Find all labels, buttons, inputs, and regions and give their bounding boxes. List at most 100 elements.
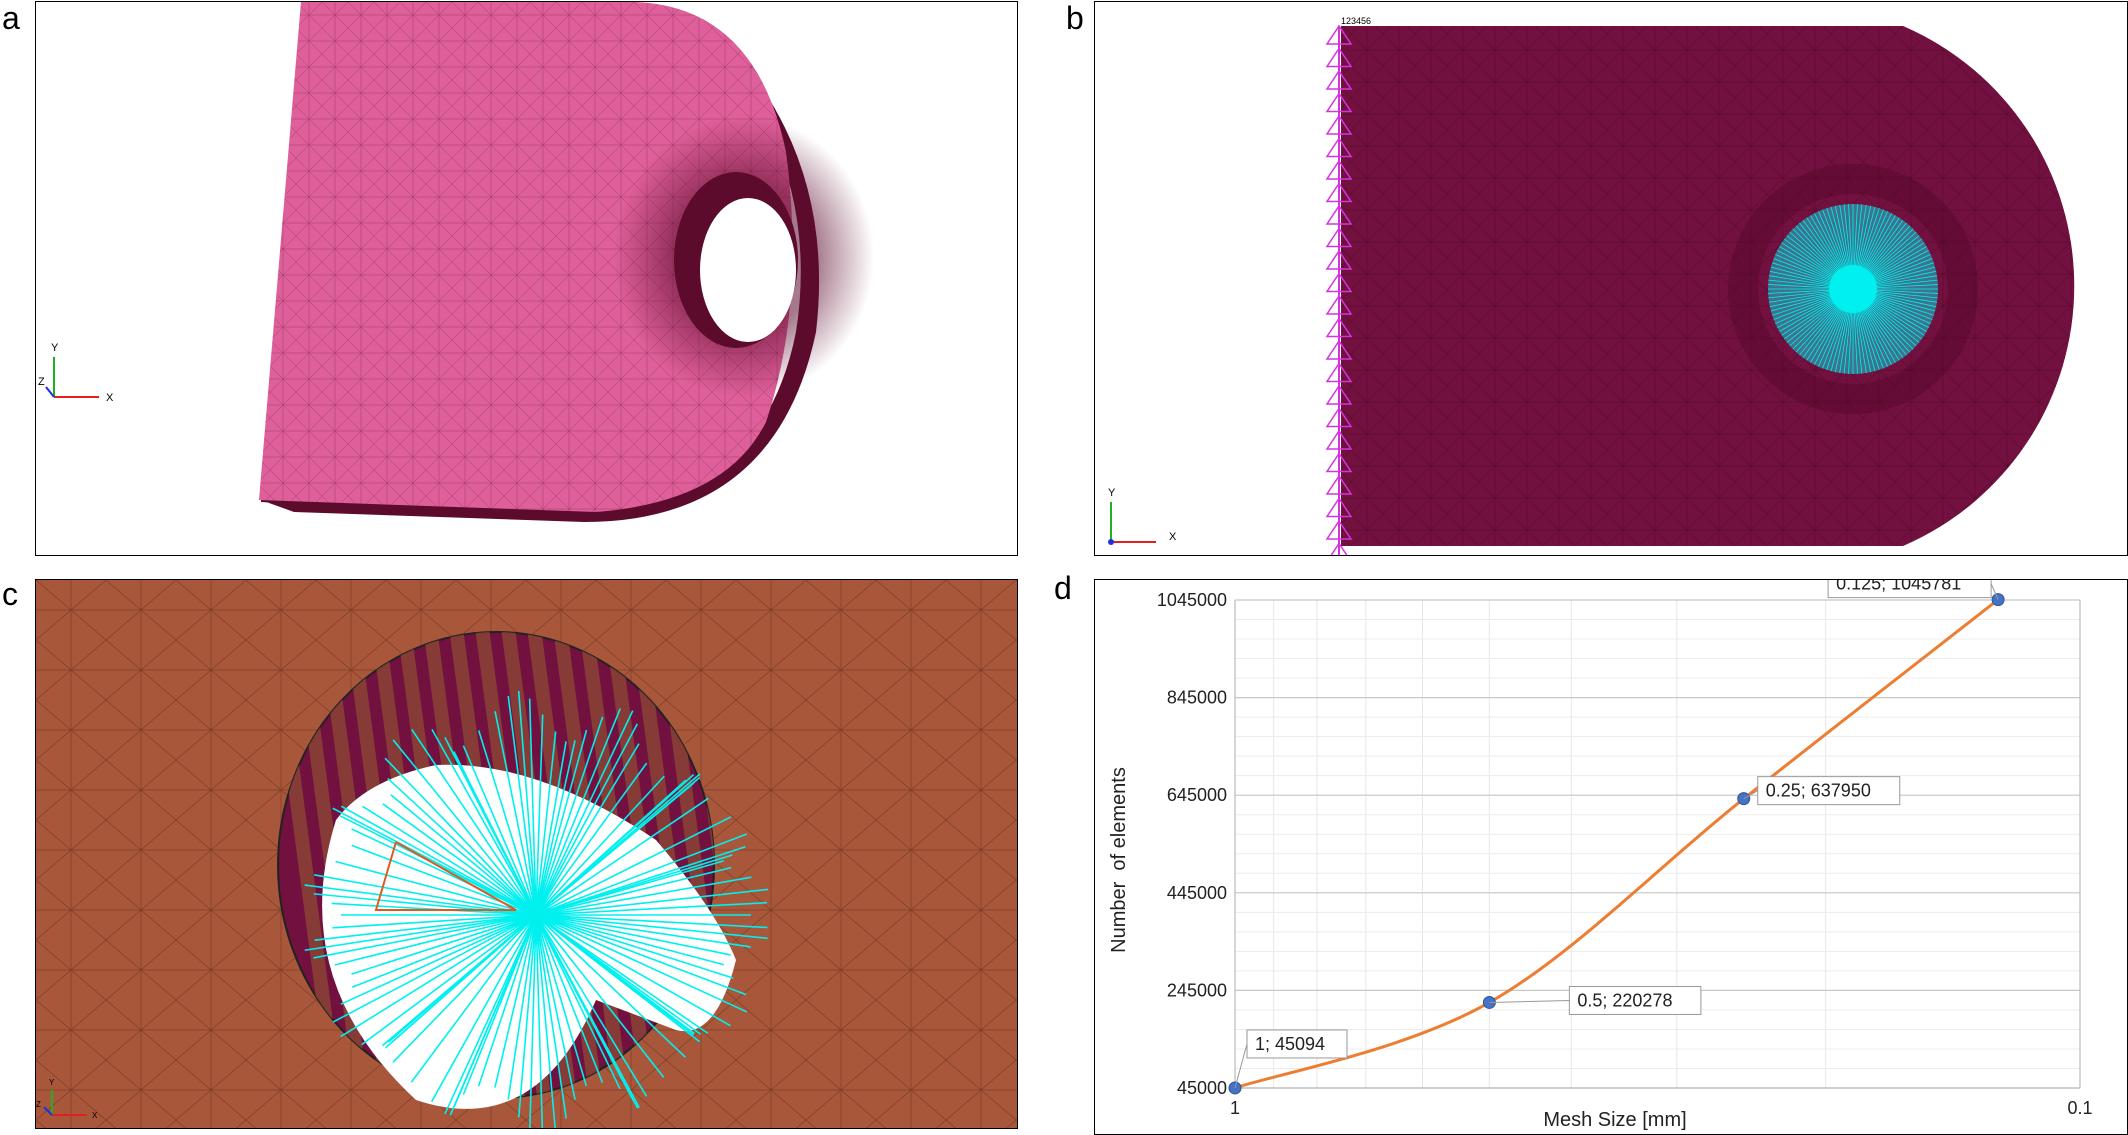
rigid-link-c: [535, 914, 576, 1100]
rigid-link-c: [535, 816, 732, 916]
panel-label-a: a: [2, 0, 20, 36]
rigid-link-c: [535, 914, 604, 1083]
rigid-link-c: [384, 757, 537, 916]
rigid-link-c: [535, 729, 588, 916]
rigid-link-c: [361, 914, 537, 1046]
rigid-link-c: [387, 777, 537, 916]
rigid-link-c: [535, 914, 701, 1043]
rigid-link-c: [535, 762, 648, 916]
axis-z-label-a: Z: [38, 376, 45, 388]
rigid-link-c: [507, 914, 537, 1100]
panel-label-c: c: [2, 576, 18, 612]
y-axis-label: Number of elements: [1108, 767, 1130, 953]
rigid-link-c: [535, 914, 702, 1035]
rigid-link-c: [517, 914, 537, 1118]
axis-y-label-a: Y: [51, 342, 59, 354]
constraint-symbol: [1325, 227, 1353, 248]
annotation-box: [1827, 580, 1992, 599]
rigid-link-c: [351, 914, 537, 975]
x-axis-label: Mesh Size [mm]: [1543, 1109, 1686, 1131]
rigid-link-c: [390, 794, 537, 916]
constraint-symbol: [1325, 159, 1353, 180]
axis-triad-c: Y X Z: [36, 1078, 98, 1120]
rigid-link-c: [392, 739, 537, 916]
y-tick-label: 1045000: [1157, 590, 1227, 610]
rigid-link-c: [535, 914, 748, 1013]
annotation-box: [1568, 985, 1702, 1015]
rigid-link-c: [535, 782, 695, 916]
rigid-link-c: [535, 710, 634, 916]
rigid-link-c: [535, 914, 734, 979]
rigid-link-c: [494, 914, 537, 1088]
rigid-link-c: [351, 914, 537, 988]
y-tick-label: 445000: [1167, 883, 1227, 903]
rigid-link-c: [535, 914, 556, 1128]
rigid-element-spider-closeup: [304, 691, 769, 1128]
rigid-link-c: [535, 914, 648, 1097]
rigid-link-c: [535, 914, 665, 1078]
rigid-link-c: [332, 914, 537, 1023]
rigid-link-c: [494, 711, 537, 916]
rigid-link-c: [411, 729, 537, 916]
rigid-link-c: [362, 805, 537, 916]
axis-triad-a: Y X Z: [38, 342, 114, 404]
rigid-link-c: [535, 860, 724, 916]
rigid-link-c: [535, 914, 768, 940]
rigid-link-c: [332, 914, 537, 929]
constraint-symbol: [1325, 114, 1353, 135]
constraint-symbol: [1330, 542, 1348, 555]
data-point: [1991, 593, 2005, 607]
rigid-link-c: [535, 797, 709, 916]
rigid-link-c: [529, 914, 537, 1128]
y-tick-label: 245000: [1167, 980, 1227, 1000]
rigid-link-c: [535, 914, 747, 996]
rigid-link-c: [313, 914, 537, 959]
axis-x-label-a: X: [106, 392, 114, 404]
rigid-link-c: [535, 914, 768, 929]
rigid-link-c: [535, 774, 695, 916]
rigid-link-c: [535, 714, 544, 916]
rigid-link-c: [535, 731, 557, 916]
rigid-element-spider: [1768, 204, 1938, 374]
constraint-column: [1325, 24, 1353, 555]
axis-y-label-b: Y: [1108, 487, 1116, 499]
x-tick-labels: 1 0.1: [1230, 1098, 2093, 1118]
constraint-symbol: [1325, 362, 1353, 383]
annotation-leader: [1489, 999, 1570, 1003]
rigid-link-c: [535, 723, 639, 916]
data-label: 0.5; 220278: [1577, 990, 1672, 1010]
rigid-link-c: [535, 914, 621, 1090]
rigid-link-c: [535, 901, 768, 916]
data-label: 0.25; 637950: [1766, 781, 1871, 801]
axis-z-label-c: Z: [36, 1100, 41, 1109]
rigid-link-c: [314, 914, 537, 941]
rigid-link-c: [535, 866, 732, 916]
rigid-link-c: [535, 914, 751, 948]
constraint-symbol: [1325, 519, 1353, 540]
y-tick-label: 45000: [1177, 1078, 1227, 1098]
rigid-link-c: [313, 893, 537, 916]
data-annotations: 1; 45094 0.5; 220278 0.25; 637950 0.125; 10…: [1234, 580, 1999, 1089]
constraint-symbol: [1325, 249, 1353, 270]
x-tick-label: 0.1: [2067, 1098, 2092, 1118]
panel-a-mesh-3d-view: Y X Z: [35, 1, 1018, 556]
rigid-link-c: [340, 914, 537, 1005]
constraint-symbol: [1325, 204, 1353, 225]
rigid-link-c: [535, 914, 588, 1087]
constraint-symbol: [1325, 474, 1353, 495]
panel-c-hole-closeup: Y X Z: [35, 579, 1018, 1129]
rigid-link-c: [535, 741, 567, 916]
rigid-link-c: [477, 914, 537, 1087]
rigid-link-c: [332, 807, 537, 916]
constraint-symbol: [1325, 69, 1353, 90]
constraint-symbol: [1325, 317, 1353, 338]
constraint-symbol: [1325, 452, 1353, 473]
y-tick-label: 645000: [1167, 785, 1227, 805]
rigid-link-c: [410, 914, 537, 1083]
rigid-link-c: [535, 833, 748, 916]
rigid-link-c: [449, 914, 537, 1116]
rigid-link-c: [507, 695, 537, 916]
rigid-link-c: [517, 691, 537, 916]
constraint-symbol: [1325, 497, 1353, 518]
axis-triad-b: Y X: [1108, 487, 1177, 545]
